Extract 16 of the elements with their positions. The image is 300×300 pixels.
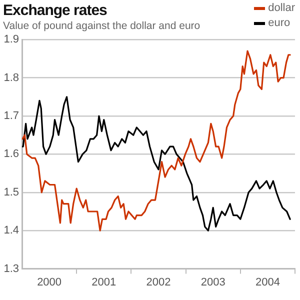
x-tick-label: 2000 [37,276,62,288]
y-tick-label: 1.4 [4,224,19,237]
y-tick-label: 1.9 [4,34,19,46]
y-tick-label: 1.6 [4,148,19,160]
y-tick-label: 1.7 [4,110,19,122]
x-tick-label: 2002 [146,276,171,288]
x-tick-label: 2003 [200,276,226,288]
chart-title: Exchange rates [3,2,107,19]
chart-subtitle: Value of pound against the dollar and euro [3,20,200,32]
x-tick-label: 2004 [255,276,280,288]
y-tick-label: 1.3 [4,262,19,275]
legend-label: euro [268,16,290,31]
x-tick-label: 2001 [92,276,116,288]
y-tick-label: 1.8 [4,72,19,84]
legend-label: dollar [268,1,295,16]
y-tick-label: 1.5 [4,186,19,198]
